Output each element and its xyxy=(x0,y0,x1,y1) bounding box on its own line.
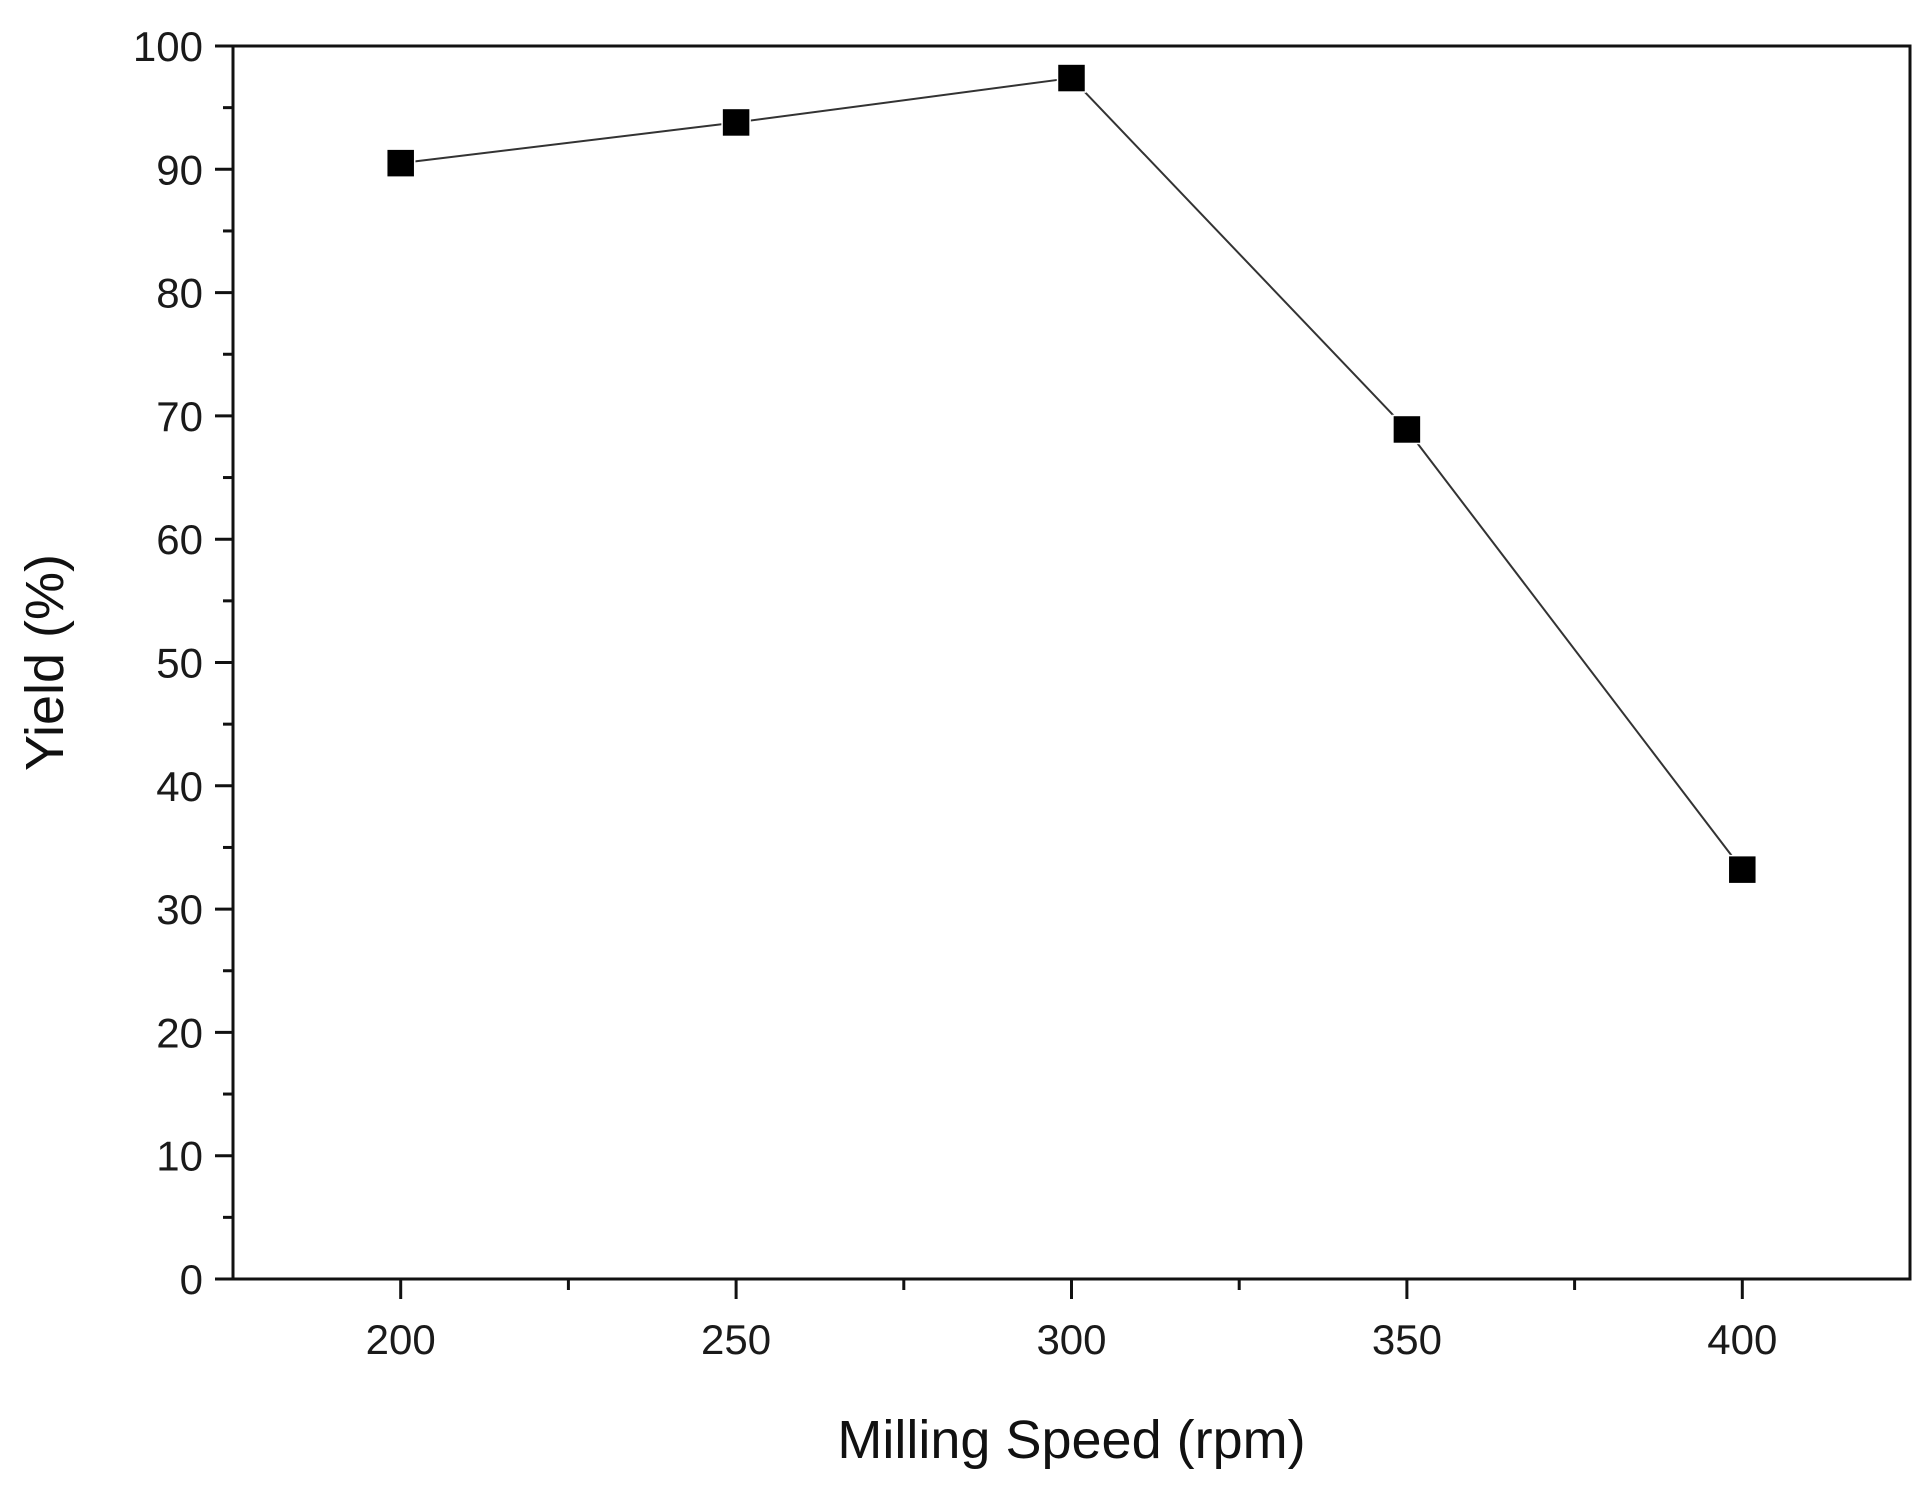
series-lines xyxy=(400,77,1744,871)
y-tick-label-90: 90 xyxy=(156,146,203,193)
y-tick-label-10: 10 xyxy=(156,1133,203,1180)
series-0-segment-1 xyxy=(735,77,1072,124)
series-0-point-350 xyxy=(1392,414,1422,445)
y-axis-ticks: 0 10 20 30 40 50 60 70 80 90 100 xyxy=(133,23,233,1303)
series-0-segment-3 xyxy=(1406,428,1744,871)
y-tick-label-100: 100 xyxy=(133,23,203,70)
x-axis-title: Milling Speed (rpm) xyxy=(837,1410,1305,1470)
y-tick-label-70: 70 xyxy=(156,393,203,440)
series-0-segment-0 xyxy=(400,121,737,165)
x-tick-label-350: 350 xyxy=(1372,1316,1442,1363)
x-axis-ticks: 200 250 300 350 400 xyxy=(366,1279,1777,1363)
x-tick-label-250: 250 xyxy=(701,1316,771,1363)
x-tick-label-400: 400 xyxy=(1707,1316,1777,1363)
plot-frame xyxy=(231,44,1912,1281)
x-tick-label-200: 200 xyxy=(366,1316,436,1363)
series-0-segment-2 xyxy=(1070,77,1408,431)
series-0-point-300 xyxy=(1056,63,1087,93)
series-0-point-250 xyxy=(721,107,751,138)
y-tick-label-20: 20 xyxy=(156,1009,203,1056)
series-points xyxy=(385,63,1758,885)
series-0-point-400 xyxy=(1727,854,1758,885)
y-tick-label-40: 40 xyxy=(156,763,203,810)
y-tick-label-50: 50 xyxy=(156,640,203,687)
y-tick-label-60: 60 xyxy=(156,516,203,563)
y-tick-label-80: 80 xyxy=(156,270,203,317)
series-0-point-200 xyxy=(385,148,416,178)
y-axis-title: Yield (%) xyxy=(15,554,75,771)
y-tick-label-30: 30 xyxy=(156,886,203,933)
x-tick-label-300: 300 xyxy=(1036,1316,1106,1363)
y-tick-label-0: 0 xyxy=(180,1256,203,1303)
